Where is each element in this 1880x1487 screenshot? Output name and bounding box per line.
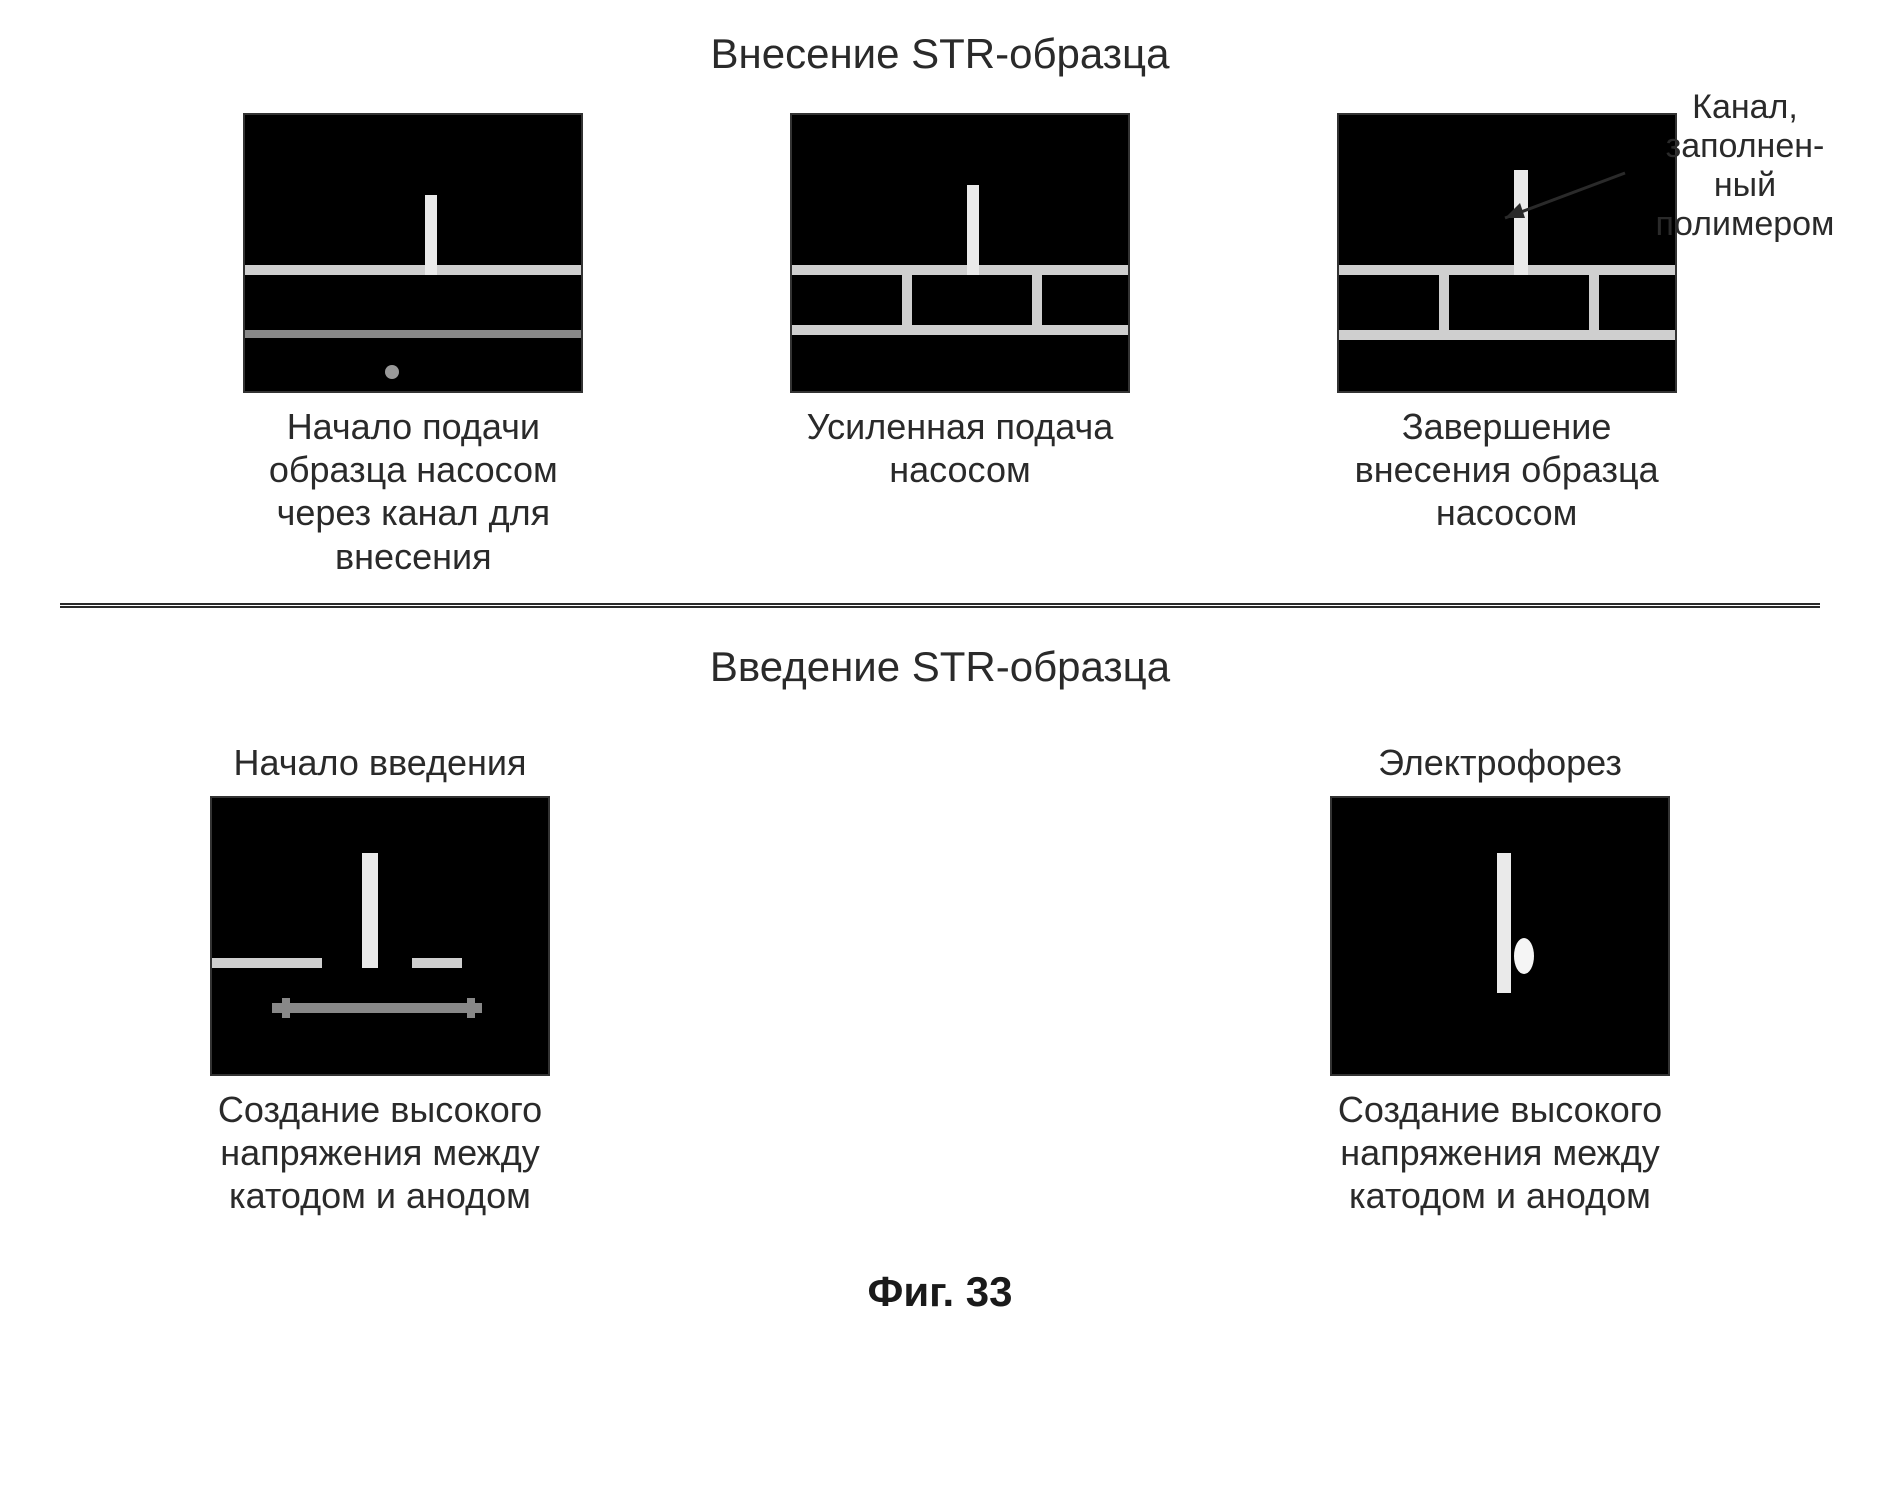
panel-4-image (210, 796, 550, 1076)
panel-5-image (1330, 796, 1670, 1076)
figure-label: Фиг. 33 (60, 1268, 1820, 1316)
panel-4-title: Начало введения (233, 741, 526, 784)
panel-1: Начало подачи образца насосом через кана… (238, 113, 588, 578)
panel-3-caption: Завершение внесения образца насосом (1332, 405, 1682, 535)
section-divider (60, 603, 1820, 608)
annotation-arrow (1490, 163, 1630, 233)
panel-2-image (790, 113, 1130, 393)
panel-1-image (243, 113, 583, 393)
panel-1-caption: Начало подачи образца насосом через кана… (238, 405, 588, 578)
panel-5-title: Электрофорез (1378, 741, 1622, 784)
panel-5-caption: Создание высокого напряжения между катод… (1290, 1088, 1710, 1218)
panel-4-caption: Создание высокого напряжения между катод… (170, 1088, 590, 1218)
panel-2-caption: Усиленная подача насосом (785, 405, 1135, 491)
panel-5: Электрофорез Создание высокого напряжени… (1290, 741, 1710, 1218)
panel-3-image (1337, 113, 1677, 393)
section1-title: Внесение STR-образца (60, 30, 1820, 78)
section2-title: Введение STR-образца (60, 643, 1820, 691)
row-2: Начало введения Создание высокого напряж… (60, 741, 1820, 1218)
panel-2: Усиленная подача насосом (785, 113, 1135, 491)
polymer-channel-annotation: Канал, заполнен- ный полимером (1630, 88, 1860, 244)
row-1: Начало подачи образца насосом через кана… (60, 113, 1820, 578)
panel-4: Начало введения Создание высокого напряж… (170, 741, 590, 1218)
